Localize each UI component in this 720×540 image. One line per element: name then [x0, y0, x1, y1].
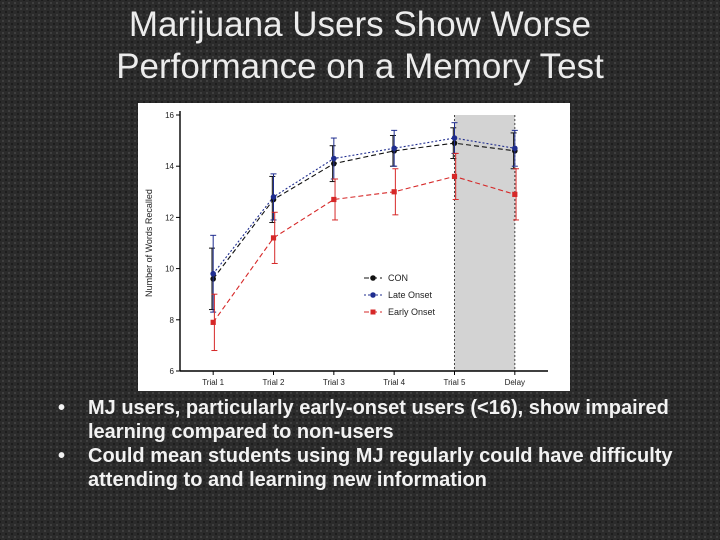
y-tick-label: 6 — [170, 367, 175, 376]
legend: CON Late Onset Early Onset — [364, 273, 436, 317]
data-point — [210, 319, 216, 325]
y-tick-label: 14 — [165, 162, 174, 171]
legend-label: Early Onset — [388, 307, 436, 317]
legend-label: CON — [388, 273, 408, 283]
x-tick-label: Trial 4 — [383, 378, 405, 387]
shaded-region — [454, 115, 515, 371]
y-tick-label: 8 — [170, 316, 175, 325]
series-line — [212, 175, 515, 323]
series-early-onset — [210, 152, 520, 352]
bullet-item-2: Could mean students using MJ regularly c… — [58, 444, 708, 492]
data-point — [391, 189, 397, 195]
y-tick-label: 12 — [165, 213, 174, 222]
data-point — [331, 155, 337, 162]
legend-entry: Early Onset — [364, 307, 436, 317]
series-line — [212, 142, 515, 280]
data-point — [512, 191, 518, 197]
data-point — [210, 270, 216, 277]
legend-entry: Late Onset — [364, 290, 433, 300]
series-line — [212, 137, 515, 275]
data-point — [391, 145, 397, 152]
data-point — [270, 194, 277, 200]
legend-marker — [370, 292, 376, 298]
data-point — [331, 196, 337, 203]
slide-title-line-1: Marijuana Users Show Worse — [128, 5, 592, 44]
data-point — [451, 173, 458, 180]
bullet-item-1: MJ users, particularly early-onset users… — [58, 396, 708, 444]
x-tick-label: Trial 3 — [323, 378, 345, 387]
x-tick-label: Trial 2 — [263, 378, 285, 387]
y-axis-title: Number of Words Recalled — [144, 189, 154, 297]
data-point — [451, 135, 458, 141]
chart-panel: 6 8 10 12 14 16 Number of Words Recalled Trial … — [138, 103, 570, 391]
y-tick-label: 10 — [165, 265, 174, 274]
slide-title: Marijuana Users Show Worse Performance o… — [0, 4, 720, 88]
slide-title-line-2: Performance on a Memory Test — [116, 47, 604, 86]
x-tick-label: Delay — [505, 378, 525, 387]
legend-entry: CON — [364, 273, 408, 283]
legend-label: Late Onset — [388, 290, 433, 300]
bullet-list: MJ users, particularly early-onset users… — [58, 396, 708, 492]
x-tick-label: Trial 5 — [444, 378, 466, 387]
y-tick-label: 16 — [165, 111, 174, 120]
series-layer — [208, 122, 520, 352]
data-point — [512, 145, 518, 152]
data-point — [270, 235, 277, 241]
legend-marker — [370, 309, 376, 315]
legend-marker — [370, 275, 376, 281]
x-tick-label: Trial 1 — [202, 378, 224, 387]
shaded-region-layer — [453, 115, 516, 371]
axes-layer: 6 8 10 12 14 16 Number of Words Recalled Trial … — [144, 111, 548, 387]
memory-test-line-chart: 6 8 10 12 14 16 Number of Words Recalled Trial … — [138, 103, 570, 391]
